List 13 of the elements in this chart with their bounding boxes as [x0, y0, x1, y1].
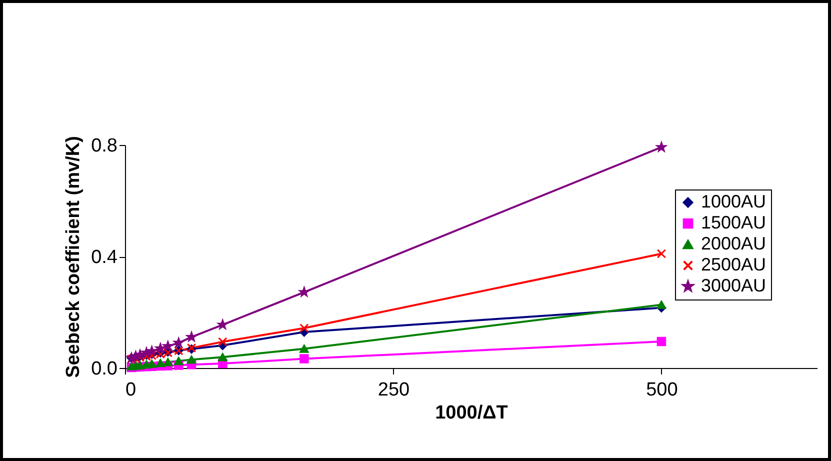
x-axis-title: 1000/ΔT — [435, 402, 508, 424]
legend-label: 1500AU — [701, 212, 766, 232]
legend-label: 1000AU — [701, 192, 766, 212]
y-tick-label: 0.4 — [91, 247, 118, 268]
legend-label: 3000AU — [701, 276, 766, 296]
legend-label: 2000AU — [701, 234, 766, 254]
x-tick-label: 500 — [646, 380, 678, 400]
y-tick-label: 0.8 — [91, 136, 118, 156]
legend-label: 2500AU — [701, 254, 766, 274]
y-axis-title: Seebeck coefficient (mv/K) — [63, 136, 84, 378]
x-tick-label: 0 — [126, 380, 136, 400]
y-tick-label: 0.0 — [91, 358, 118, 380]
x-tick-label: 250 — [378, 380, 410, 400]
